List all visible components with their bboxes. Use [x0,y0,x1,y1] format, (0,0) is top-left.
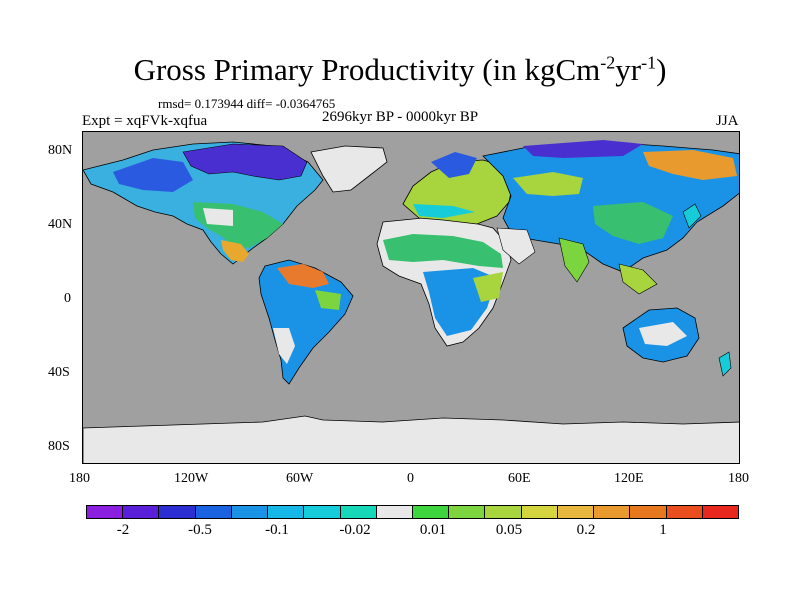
japan-islands [682,203,702,229]
lat-label-40n: 40N [48,217,73,232]
colorbar-swatch [449,506,486,518]
andes-region [273,328,295,364]
east-siberia-region [643,150,737,180]
lon-label-180e: 180 [728,471,749,486]
colorbar-swatch [268,506,305,518]
china-region [593,202,673,244]
lat-label-40s: 40S [48,365,70,380]
colorbar-swatch [594,506,631,518]
period-label: 2696kyr BP - 0000kyr BP [322,109,479,125]
colorbar-swatch [304,506,341,518]
colorbar-swatch [666,506,703,518]
experiment-label: Expt = xqFVk-xqfua [82,113,208,129]
sahel-region [383,234,503,268]
mediterranean-region [413,204,475,218]
great-plains-region [203,208,233,226]
colorbar-swatch [123,506,160,518]
map-panel [82,131,740,464]
colorbar-swatch [231,506,269,518]
colorbar-swatch [521,506,558,518]
lon-label-60w: 60W [286,471,314,486]
colorbar-label: 0.01 [419,522,447,538]
new-zealand-islands [718,351,732,377]
season-label: JJA [716,113,739,129]
colorbar-swatch [412,506,450,518]
central-asia-region [513,172,583,196]
colorbar-swatch [87,506,124,518]
colorbar-swatch [159,506,196,518]
colorbar-label: 0.05 [495,522,523,538]
colorbar-label: 0.2 [576,522,596,538]
lon-label-120w: 120W [174,471,209,486]
chart-title: Gross Primary Productivity (in kgCm-2yr-… [133,52,667,87]
arabia-region [496,227,536,265]
india-region [558,237,590,283]
lat-label-80s: 80S [48,439,70,454]
brazil-east-region [315,290,341,310]
colorbar-swatch [340,506,377,518]
mexico-region [221,240,249,262]
lon-label-120e: 120E [614,471,644,486]
colorbar-swatch [557,506,595,518]
greenland-landmass [310,145,388,193]
lon-label-0: 0 [407,471,414,486]
colorbar-swatch [195,506,232,518]
siberia-north-region [523,140,643,158]
scandinavia-region [431,152,477,178]
lon-label-180w: 180 [69,471,90,486]
australia-interior-region [639,322,687,346]
amazon-north-region [277,264,329,288]
western-canada-region [113,158,193,192]
canada-arctic-region [182,143,308,181]
colorbar-swatch [376,506,413,518]
colorbar-label: -0.02 [339,522,371,538]
world-map [83,132,739,463]
stats-text: rmsd= 0.173944 diff= -0.0364765 [158,96,336,111]
southeast-asia-region [618,263,658,295]
colorbar-label: 1 [659,522,667,538]
colorbar [86,505,739,519]
colorbar-swatch [630,506,667,518]
colorbar-swatch [702,506,738,518]
colorbar-label: -0.1 [265,522,289,538]
lat-label-80n: 80N [48,143,73,158]
lon-label-60e: 60E [508,471,531,486]
colorbar-label: -0.5 [188,522,212,538]
lat-label-0: 0 [64,291,71,306]
east-africa-region [473,272,503,302]
colorbar-label: -2 [116,522,130,538]
colorbar-swatch [485,506,522,518]
antarctica-landmass [83,415,739,463]
